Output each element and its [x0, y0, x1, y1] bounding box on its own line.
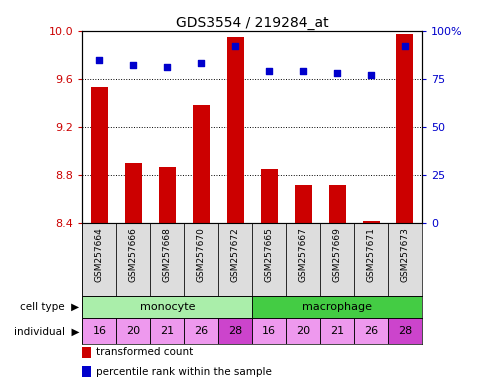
- Bar: [150, 318, 184, 344]
- Text: 28: 28: [227, 326, 242, 336]
- Text: 28: 28: [397, 326, 411, 336]
- Bar: [116, 318, 150, 344]
- Bar: [82, 296, 252, 318]
- Bar: [252, 318, 286, 344]
- Text: GSM257664: GSM257664: [95, 227, 104, 282]
- Bar: [252, 296, 421, 318]
- Text: monocyte: monocyte: [139, 302, 195, 312]
- Text: 21: 21: [329, 326, 344, 336]
- Point: [129, 62, 137, 68]
- Bar: [387, 223, 421, 296]
- Point: [366, 72, 374, 78]
- Bar: [82, 366, 91, 377]
- Bar: [218, 318, 252, 344]
- Text: 16: 16: [262, 326, 275, 336]
- Text: 26: 26: [194, 326, 208, 336]
- Point: [163, 64, 171, 70]
- Bar: [353, 223, 387, 296]
- Text: 26: 26: [363, 326, 378, 336]
- Point: [265, 68, 272, 74]
- Text: 21: 21: [160, 326, 174, 336]
- Text: GSM257667: GSM257667: [298, 227, 307, 282]
- Point: [231, 43, 239, 49]
- Text: GSM257669: GSM257669: [332, 227, 341, 282]
- Bar: [395, 34, 412, 223]
- Text: GSM257670: GSM257670: [197, 227, 205, 282]
- Bar: [362, 221, 378, 223]
- Text: GSM257673: GSM257673: [400, 227, 408, 282]
- Bar: [91, 87, 107, 223]
- Bar: [226, 37, 243, 223]
- Text: GSM257665: GSM257665: [264, 227, 273, 282]
- Text: 16: 16: [92, 326, 106, 336]
- Bar: [252, 223, 286, 296]
- Bar: [192, 105, 209, 223]
- Text: 20: 20: [295, 326, 310, 336]
- Text: 20: 20: [126, 326, 140, 336]
- Point: [299, 68, 306, 74]
- Bar: [218, 223, 252, 296]
- Bar: [328, 185, 345, 223]
- Title: GDS3554 / 219284_at: GDS3554 / 219284_at: [176, 16, 328, 30]
- Bar: [125, 163, 141, 223]
- Text: GSM257668: GSM257668: [163, 227, 171, 282]
- Bar: [387, 318, 421, 344]
- Bar: [82, 318, 116, 344]
- Text: individual  ▶: individual ▶: [14, 326, 79, 336]
- Point: [197, 60, 205, 66]
- Bar: [82, 346, 91, 358]
- Bar: [319, 223, 353, 296]
- Text: percentile rank within the sample: percentile rank within the sample: [96, 367, 272, 377]
- Text: macrophage: macrophage: [302, 302, 371, 312]
- Bar: [184, 223, 218, 296]
- Bar: [184, 318, 218, 344]
- Point: [400, 43, 408, 49]
- Bar: [116, 223, 150, 296]
- Point: [95, 56, 103, 63]
- Text: GSM257672: GSM257672: [230, 227, 239, 282]
- Bar: [319, 318, 353, 344]
- Text: GSM257671: GSM257671: [366, 227, 375, 282]
- Text: GSM257666: GSM257666: [129, 227, 137, 282]
- Text: transformed count: transformed count: [96, 347, 193, 357]
- Bar: [158, 167, 175, 223]
- Bar: [82, 223, 116, 296]
- Point: [333, 70, 340, 76]
- Bar: [286, 223, 319, 296]
- Text: cell type  ▶: cell type ▶: [20, 302, 79, 312]
- Bar: [286, 318, 319, 344]
- Bar: [294, 185, 311, 223]
- Bar: [353, 318, 387, 344]
- Bar: [260, 169, 277, 223]
- Bar: [150, 223, 184, 296]
